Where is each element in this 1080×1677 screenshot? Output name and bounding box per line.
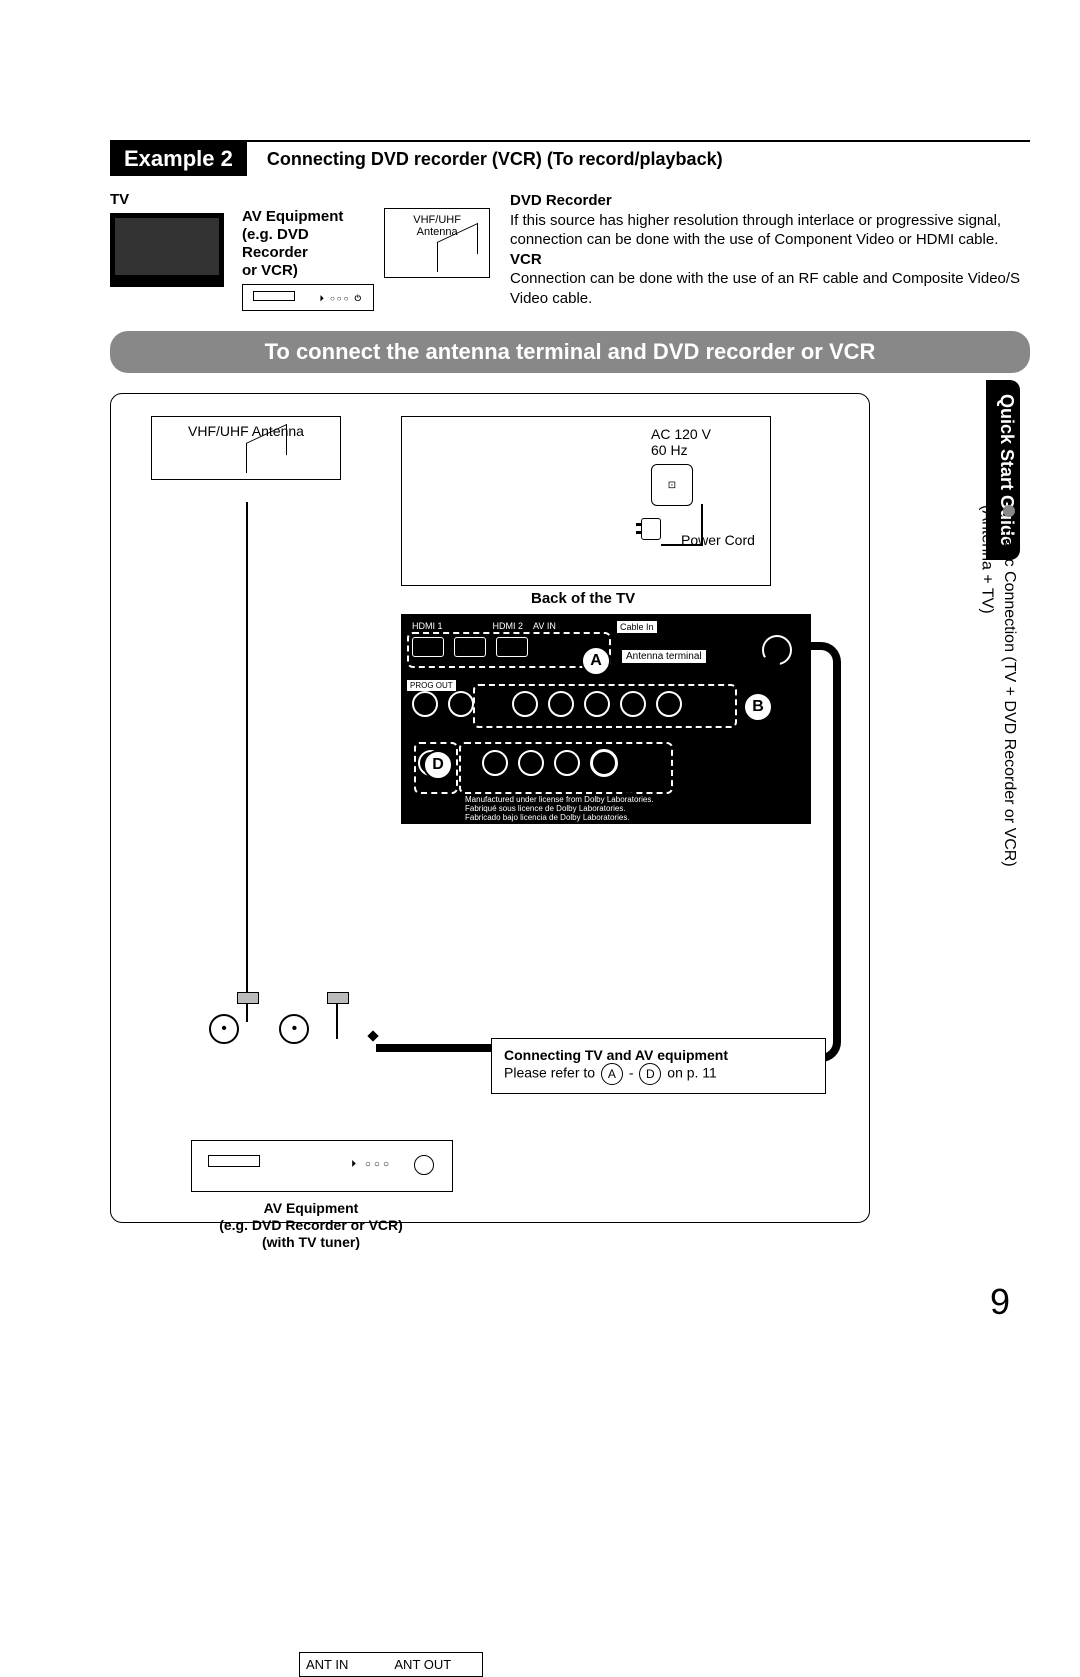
av-line1: AV Equipment xyxy=(242,208,374,226)
top-right-column: DVD Recorder If this source has higher r… xyxy=(510,191,1030,311)
bottom-caption-l2: (e.g. DVD Recorder or VCR) xyxy=(191,1217,431,1234)
hdmi2-label: HDMI 2 xyxy=(493,621,524,631)
circle-tag-d: D xyxy=(423,750,453,780)
vhf-antenna-label: VHF/UHF Antenna xyxy=(158,423,334,439)
hdmi1-label: HDMI 1 xyxy=(412,621,443,631)
outlet-icon: ⊡ xyxy=(651,464,693,506)
prog-out-label: PROG OUT xyxy=(407,680,456,691)
av-in-label: AV IN xyxy=(533,621,556,631)
example-label: Example 2 xyxy=(110,142,247,176)
section-title-bar: To connect the antenna terminal and DVD … xyxy=(110,331,1030,373)
conn-body-prefix: Please refer to xyxy=(504,1065,599,1081)
bottom-device-icon: ⏵ ○○○ xyxy=(191,1140,453,1192)
antenna-icon xyxy=(397,242,477,272)
circle-tag-a: A xyxy=(581,646,611,676)
tag-b: B xyxy=(743,692,773,722)
tv-icon xyxy=(110,213,224,287)
panel-row-hdmi: HDMI 1 HDMI 2 AV IN xyxy=(412,621,556,631)
dashed-group-b xyxy=(473,684,737,728)
ant-in-jack: • xyxy=(209,1014,239,1044)
rca-icon xyxy=(412,691,438,717)
ac-line1: AC 120 V xyxy=(651,426,711,442)
tag-d: D xyxy=(423,750,453,780)
connecting-tv-heading: Connecting TV and AV equipment xyxy=(504,1047,813,1063)
bottom-caption-l1: AV Equipment xyxy=(191,1200,431,1217)
dolby-line3: Fabricado bajo licencia de Dolby Laborat… xyxy=(465,814,715,823)
tv-stack xyxy=(110,208,224,287)
ant-rca-row: • • xyxy=(191,1014,431,1044)
ac-block: AC 120 V 60 Hz ⊡ xyxy=(651,426,711,506)
top-left-column: TV AV Equipment (e.g. DVD Recorder or VC… xyxy=(110,191,490,311)
tv-av-group: AV Equipment (e.g. DVD Recorder or VCR) … xyxy=(110,208,490,311)
vcr-body: Connection can be done with the use of a… xyxy=(510,269,1030,308)
page-number: 9 xyxy=(990,1281,1010,1323)
dolby-notice: Manufactured under license from Dolby La… xyxy=(461,794,719,824)
connecting-tv-body: Please refer to A - D on p. 11 xyxy=(504,1063,813,1085)
top-row: TV AV Equipment (e.g. DVD Recorder or VC… xyxy=(110,191,1030,311)
bullet-icon xyxy=(1003,505,1015,517)
bottom-caption-l3: (with TV tuner) xyxy=(191,1234,431,1251)
circle-tag-b: B xyxy=(743,692,773,722)
coax-cable xyxy=(811,642,841,1062)
side-line1: Basic Connection (TV + DVD Recorder or V… xyxy=(1001,527,1018,866)
antenna-cable xyxy=(246,502,248,1022)
ac-line2: 60 Hz xyxy=(651,442,711,458)
tv-label: TV xyxy=(110,191,490,208)
back-of-tv-box xyxy=(401,416,771,586)
av-equipment-label: AV Equipment (e.g. DVD Recorder or VCR) … xyxy=(242,208,374,311)
rca-icon xyxy=(448,691,474,717)
av-line3: or VCR) xyxy=(242,262,374,280)
dashed-group-c xyxy=(459,742,673,794)
vhf-antenna-box: VHF/UHF Antenna xyxy=(151,416,341,480)
ant-out-jack: • xyxy=(279,1014,309,1044)
ant-labels-bar: ANT IN ANT OUT xyxy=(299,1652,483,1677)
side-text: Basic Connection (TV + DVD Recorder or V… xyxy=(975,505,1020,867)
ant-out-label: ANT OUT xyxy=(394,1657,451,1672)
lower-device-area: • • ANT IN ANT OUT ⏵ ○○○ AV Equipment (e… xyxy=(191,994,431,1250)
power-cord-label: Power Cord xyxy=(681,532,755,548)
antenna-terminal-label: Antenna terminal xyxy=(621,649,707,664)
conn-body-mid: - xyxy=(629,1065,638,1081)
vcr-heading: VCR xyxy=(510,250,1030,270)
circle-ref-d: D xyxy=(639,1063,661,1085)
bottom-caption: AV Equipment (e.g. DVD Recorder or VCR) … xyxy=(191,1200,431,1250)
plug-icon xyxy=(641,518,661,540)
circle-ref-a: A xyxy=(601,1063,623,1085)
connector-arrow-icon: ◀ xyxy=(761,644,779,673)
power-button-icon xyxy=(414,1155,434,1175)
dvd-recorder-heading: DVD Recorder xyxy=(510,191,1030,211)
diagram: VHF/UHF Antenna AC 120 V 60 Hz ⊡ Power C… xyxy=(110,393,870,1223)
cable-in-label: Cable In xyxy=(616,620,658,634)
page: Example 2 Connecting DVD recorder (VCR) … xyxy=(0,0,1080,1363)
conn-body-suffix: on p. 11 xyxy=(667,1065,717,1081)
example-title: Connecting DVD recorder (VCR) (To record… xyxy=(267,149,723,170)
connecting-tv-note: Connecting TV and AV equipment Please re… xyxy=(491,1038,826,1094)
tag-a: A xyxy=(581,646,611,676)
dvd-device-icon: ⏵ ○○○ ⏻ xyxy=(242,284,374,311)
ant-in-label: ANT IN xyxy=(306,1657,348,1672)
antenna-icon xyxy=(206,443,286,473)
side-line2: (Antenna + TV) xyxy=(979,505,996,614)
av-line2: (e.g. DVD Recorder xyxy=(242,226,374,262)
vhf-small-box: VHF/UHF Antenna xyxy=(384,208,490,278)
back-of-tv-title: Back of the TV xyxy=(531,590,635,607)
dvd-recorder-body: If this source has higher resolution thr… xyxy=(510,211,1030,250)
example-header: Example 2 Connecting DVD recorder (VCR) … xyxy=(110,140,1030,176)
